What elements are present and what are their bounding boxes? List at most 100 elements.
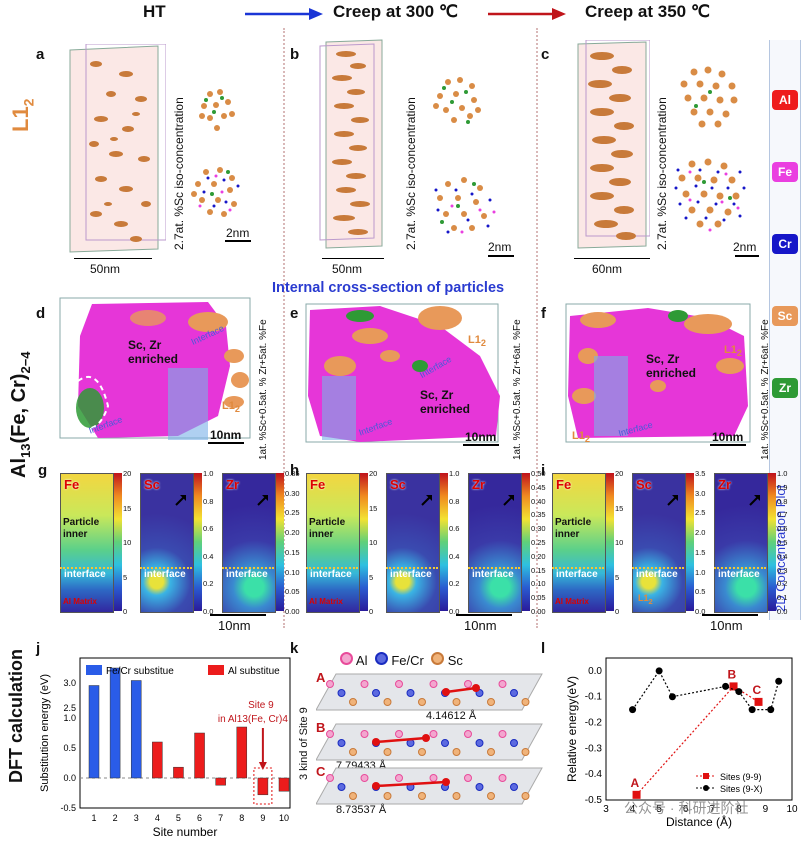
scale-bar xyxy=(208,442,244,444)
bar xyxy=(152,741,163,779)
al-matrix-label: Al Matrix xyxy=(555,597,589,606)
interface-line xyxy=(632,567,684,569)
colorbar-tick: 0.30 xyxy=(285,488,300,498)
column-divider xyxy=(536,28,538,628)
arrow-icon xyxy=(257,495,268,506)
interface-label: interface xyxy=(636,569,678,580)
y-tick: -0.1 xyxy=(585,692,603,703)
panel-letter-f: f xyxy=(541,305,546,322)
colorbar-tick: 0 xyxy=(615,607,620,616)
scale-bar xyxy=(322,258,384,259)
colorbar-tick: 1.0 xyxy=(449,469,460,478)
x-tick: 4 xyxy=(630,804,636,815)
map-element-label: Fe xyxy=(556,477,572,492)
scale-bar xyxy=(74,258,152,259)
x-label: Distance (Å) xyxy=(666,814,732,829)
colorbar-tick: 15 xyxy=(123,503,132,513)
colorbar-tick: 0.8 xyxy=(777,496,788,506)
colorbar-tick: 3.0 xyxy=(695,488,706,498)
colorbar-tick: 10 xyxy=(369,538,378,547)
interface-label: interface xyxy=(310,569,352,580)
scale-bar xyxy=(210,614,266,616)
y-tick: 2.5 xyxy=(63,703,76,713)
x-tick: 4 xyxy=(155,813,160,823)
legend-element-zr: Zr xyxy=(772,378,798,398)
arrow-right-icon xyxy=(245,8,323,20)
colorbar-tick: 1.5 xyxy=(695,547,706,557)
iso-label: 1at. %Sc+0.5at. % Zr+5at. %Fe xyxy=(258,319,269,460)
panel-letter-i: i xyxy=(541,462,546,479)
site-row-label: B xyxy=(316,720,326,735)
panel-letter-j: j xyxy=(36,640,41,657)
chart-relative-energy: A B C 3 4 5 6 7 8 9 10 0.0 -0.1 -0.2 -0.3 -0.4 -0.5 Sites… xyxy=(565,657,798,829)
map-element-label: Zr xyxy=(226,477,239,492)
y-tick: 0.0 xyxy=(63,773,76,783)
colorbar-tick: 0.8 xyxy=(203,496,214,506)
panel-letter-k: k xyxy=(290,640,299,657)
particle-cluster-c2 xyxy=(674,158,746,232)
column-divider xyxy=(283,28,285,628)
scale-label: 10nm xyxy=(465,430,497,444)
scale-label: 10nm xyxy=(712,430,744,444)
header-col2: Creep at 300 ℃ xyxy=(333,2,458,21)
data-point xyxy=(722,682,730,690)
colorbar-tick: 0.2 xyxy=(449,579,460,589)
map-element-label: Sc xyxy=(636,477,652,492)
data-point xyxy=(748,706,756,714)
iso-label: 2.7at. %Sc iso-concentration xyxy=(172,97,186,250)
interface-label: interface xyxy=(64,569,106,580)
chart-substitution-energy: 3.0 2.51.0 0.5 0.0 -0.5 1 2 3 4 5 6 7 8 9 10 Fe/Cr subs… xyxy=(39,657,291,839)
colorbar-tick: 0 xyxy=(123,607,128,616)
colorbar-tick: 0.4 xyxy=(777,551,788,561)
row-label-l12: L12 xyxy=(8,98,37,132)
legend-swatch xyxy=(86,665,102,675)
y-label: Relative energy(eV) xyxy=(565,676,579,782)
apt-reconstruction-b xyxy=(319,39,383,249)
x-tick: 5 xyxy=(176,813,181,823)
colorbar-tick: 0.10 xyxy=(285,567,300,577)
data-point xyxy=(754,697,763,706)
concentration-map-sc xyxy=(386,473,440,613)
enriched-label: Sc, Zr enriched xyxy=(646,352,697,380)
legend-label: Sites (9-X) xyxy=(720,784,763,794)
particle-cluster-a2 xyxy=(191,167,240,217)
x-tick: 5 xyxy=(656,804,662,815)
atom-layer xyxy=(316,723,543,761)
scale-label: 60nm xyxy=(592,262,623,276)
iso-label: 1at. %Sc+0.5at. % Zr+6at. %Fe xyxy=(760,319,771,460)
legend-element-cr: Cr xyxy=(772,234,798,254)
cross-section-d xyxy=(59,297,251,440)
panel-letter-l: l xyxy=(541,640,546,657)
data-point xyxy=(632,790,641,799)
watermark: 公众号 · 科研进阶社 xyxy=(624,800,749,816)
colorbar xyxy=(686,473,694,611)
site-row-label: A xyxy=(316,670,326,685)
colorbar xyxy=(768,473,776,611)
interface-line xyxy=(552,567,604,569)
iso-label: 2.7at. %Sc iso-concentration xyxy=(655,97,669,250)
colorbar-tick: 20 xyxy=(369,469,378,478)
legend-element-al: Al xyxy=(772,90,798,110)
k-legend: Al Fe/Cr Sc xyxy=(340,652,463,668)
colorbar-tick: 0.6 xyxy=(777,524,788,534)
panel-letter-g: g xyxy=(38,462,48,479)
colorbar-tick: 0.0 xyxy=(695,607,706,616)
y-tick: 0.0 xyxy=(588,666,602,677)
enriched-label: Sc, Zr enriched xyxy=(128,338,179,366)
colorbar-tick: 0.35 xyxy=(531,510,546,520)
l12-label: L12 xyxy=(468,334,486,349)
interface-label: interface xyxy=(144,569,186,580)
colorbar-tick: 0.10 xyxy=(531,579,546,589)
colorbar-tick: 0.4 xyxy=(449,551,460,561)
arrow-icon xyxy=(667,495,678,506)
colorbar-tick: 3.5 xyxy=(695,469,706,478)
x-tick: 10 xyxy=(786,804,798,815)
legend-label: Fe/Cr substitue xyxy=(106,666,174,677)
al-atom-icon xyxy=(340,652,353,665)
colorbar-tick: 15 xyxy=(615,503,624,513)
scale-bar xyxy=(710,444,746,446)
scale-label: 2nm xyxy=(733,240,757,254)
site-distance: 8.73537 Å xyxy=(336,804,387,816)
interface-line xyxy=(60,567,112,569)
x-label: Site number xyxy=(153,825,218,839)
